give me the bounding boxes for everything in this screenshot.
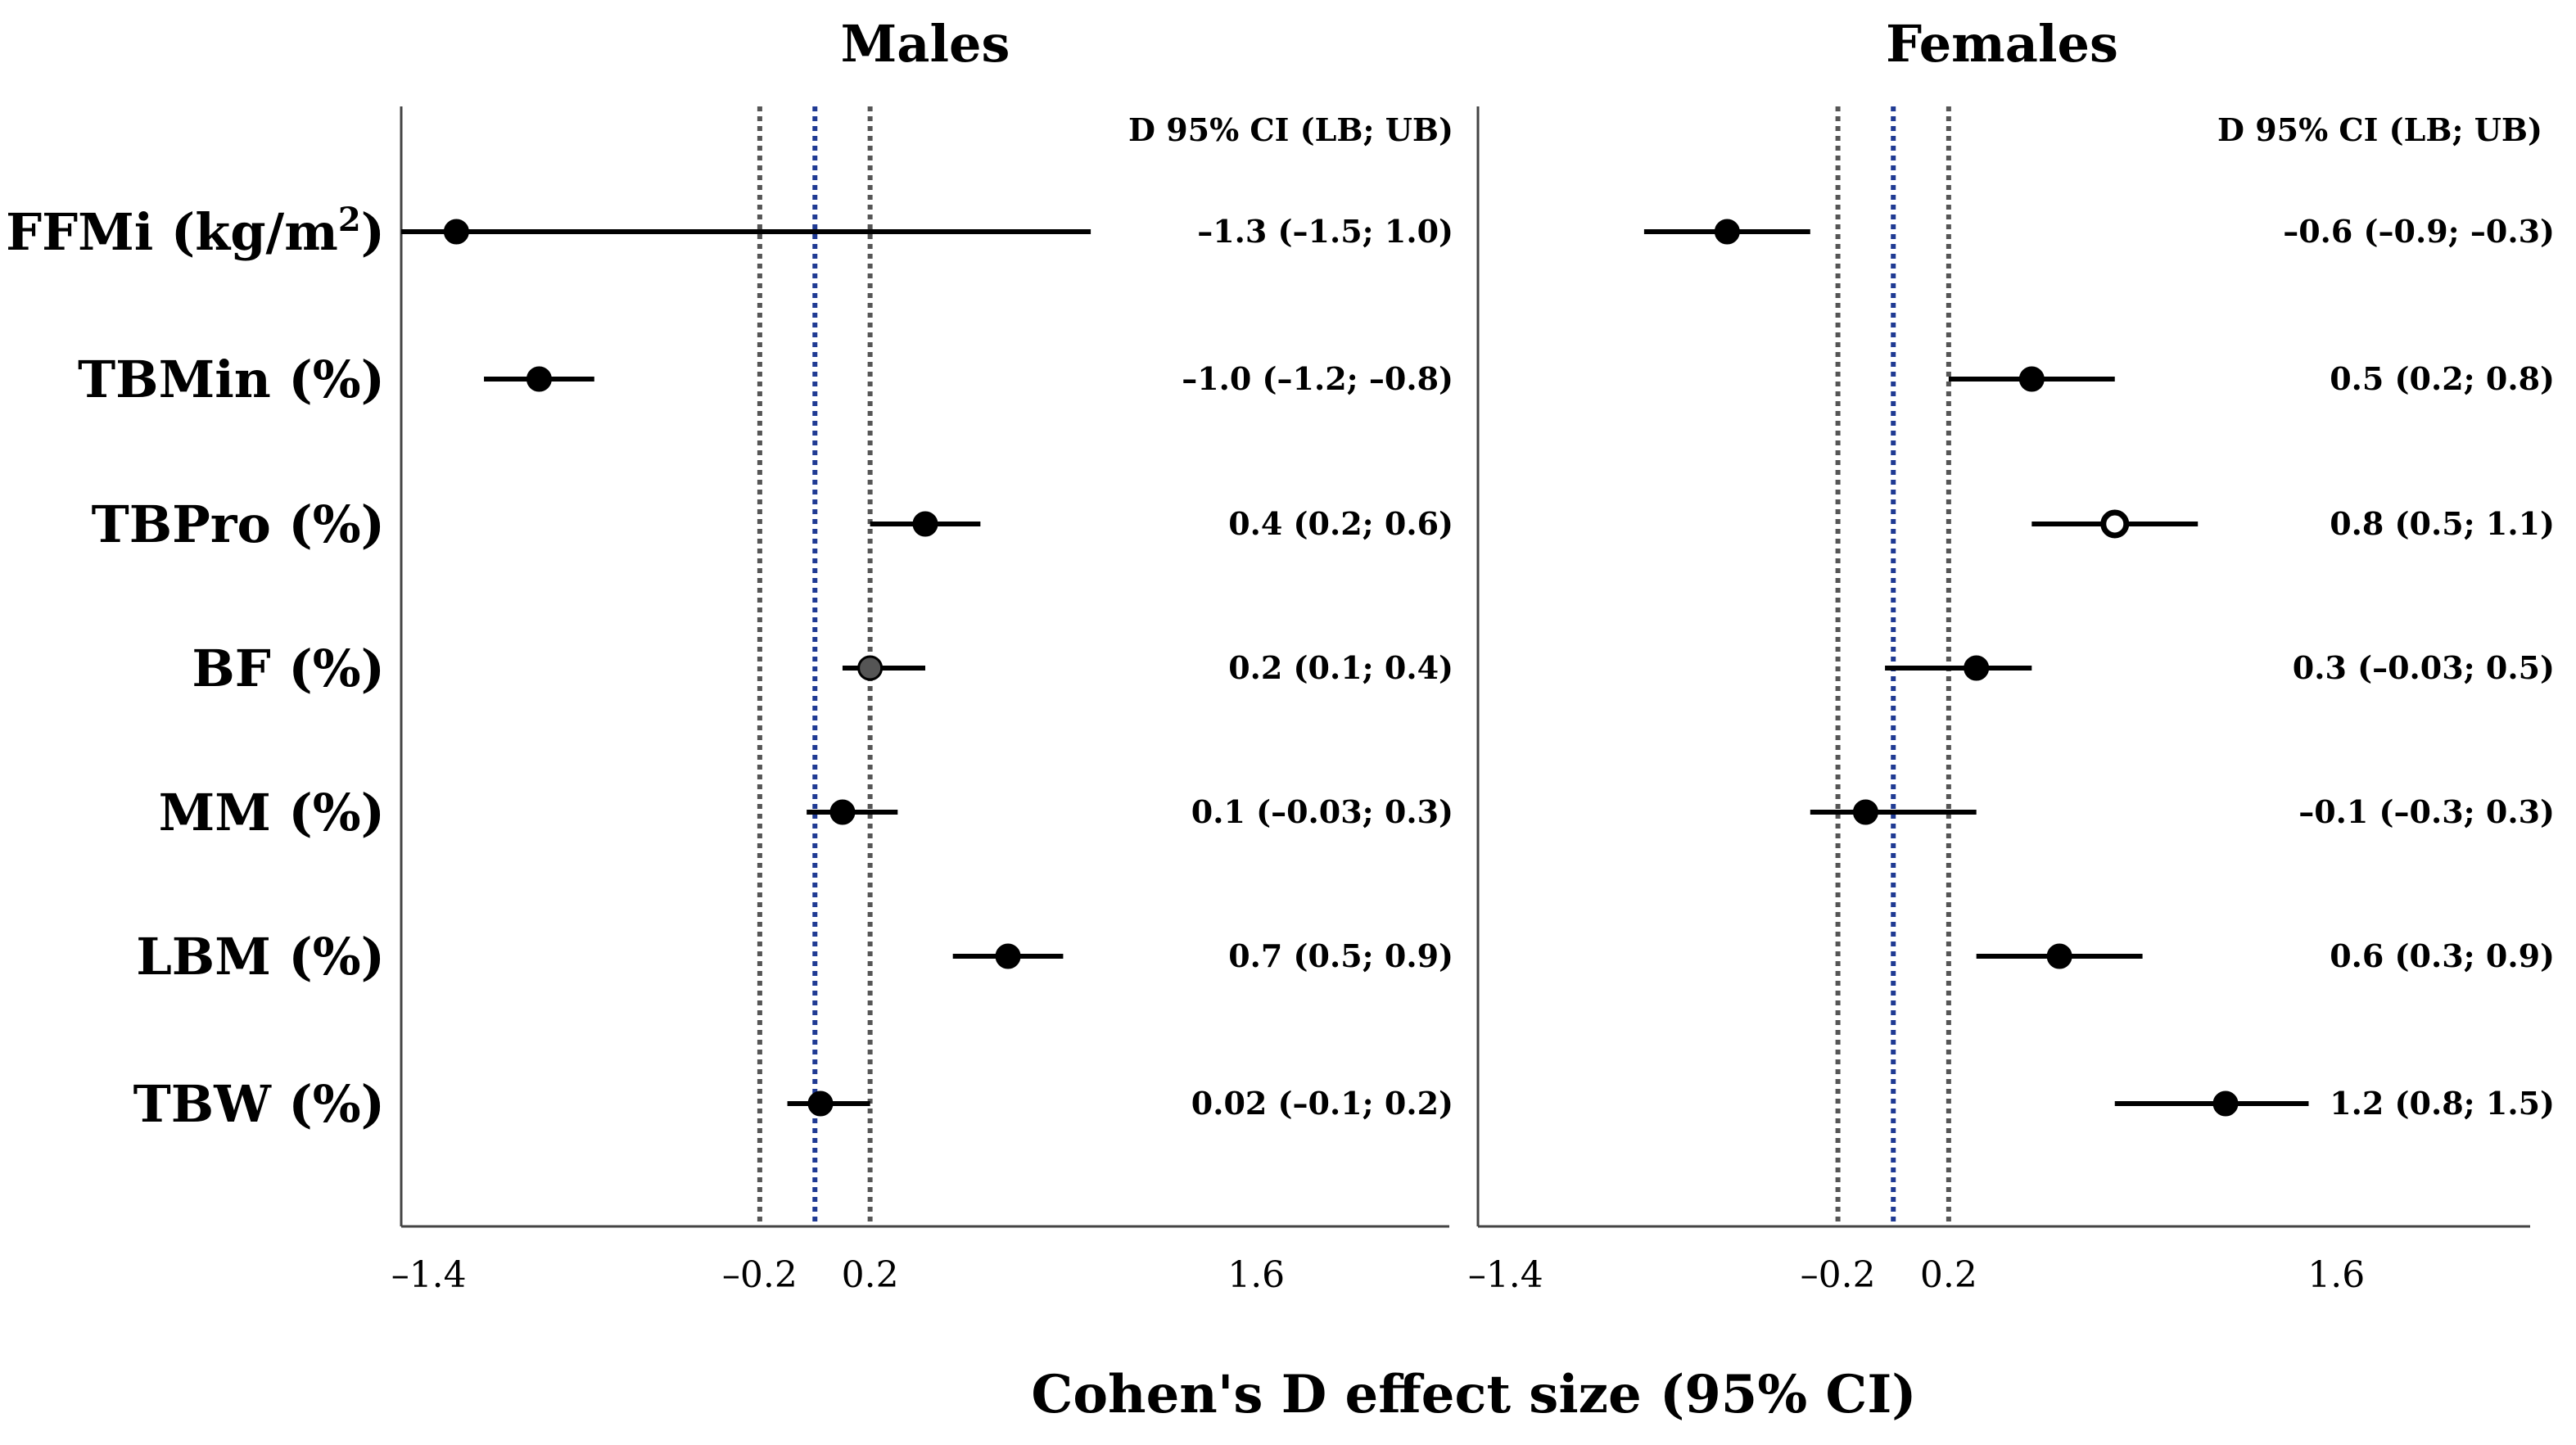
point-marker xyxy=(526,366,552,392)
point-marker xyxy=(829,799,856,825)
panel-females: Females –1.4 –0.2 0.2 1.6 D 95% CI (LB; UB) –0… xyxy=(1468,14,2555,1296)
point-marker xyxy=(807,1091,834,1117)
ci-header: D 95% CI (LB; UB) xyxy=(1128,111,1453,148)
x-tick-label: –1.4 xyxy=(1468,1254,1543,1296)
ci-value-text: 0.2 (0.1; 0.4) xyxy=(1228,649,1453,686)
row-label: LBM (%) xyxy=(136,927,385,987)
x-tick-label: 0.2 xyxy=(1920,1254,1977,1296)
panel-title: Females xyxy=(1886,14,2118,74)
x-tick-label: –0.2 xyxy=(722,1254,798,1296)
x-tick-label: –1.4 xyxy=(391,1254,467,1296)
point-marker xyxy=(2018,366,2045,392)
ci-value-text: 0.6 (0.3; 0.9) xyxy=(2330,937,2555,974)
row-label: TBPro (%) xyxy=(92,494,385,554)
x-tick-label: 1.6 xyxy=(1227,1254,1285,1296)
point-marker xyxy=(912,511,938,537)
point-marker xyxy=(2212,1091,2239,1117)
ci-value-text: 0.02 (–0.1; 0.2) xyxy=(1191,1085,1453,1122)
ci-value-text: –1.0 (–1.2; –0.8) xyxy=(1182,360,1453,397)
x-tick-label: 1.6 xyxy=(2307,1254,2365,1296)
row-label: FFMi (kg/m2) xyxy=(6,201,385,263)
point-marker xyxy=(1964,655,1990,681)
row-label: BF (%) xyxy=(192,639,385,698)
x-tick-label: –0.2 xyxy=(1801,1254,1876,1296)
ci-value-text: 0.3 (–0.03; 0.5) xyxy=(2293,649,2555,686)
row-label: MM (%) xyxy=(159,783,385,842)
x-axis-title: Cohen's D effect size (95% CI) xyxy=(1031,1364,1916,1425)
row-labels: FFMi (kg/m2) TBMin (%) TBPro (%) BF (%) MM (… xyxy=(6,201,385,1135)
point-marker xyxy=(995,943,1021,969)
point-marker xyxy=(443,219,469,245)
row-label-suffix: ) xyxy=(361,202,385,262)
panel-title: Males xyxy=(841,14,1010,74)
row-label: TBMin (%) xyxy=(78,350,385,409)
point-marker xyxy=(857,655,884,681)
ci-value-text: –0.6 (–0.9; –0.3) xyxy=(2283,213,2555,250)
ci-value-text: –1.3 (–1.5; 1.0) xyxy=(1197,213,1453,250)
ci-header: D 95% CI (LB; UB) xyxy=(2217,111,2542,148)
point-marker xyxy=(1714,219,1740,245)
row-label-text: FFMi (kg/m xyxy=(6,202,338,262)
ci-value-text: 0.1 (–0.03; 0.3) xyxy=(1191,793,1453,830)
point-marker xyxy=(2100,509,2130,539)
ci-value-text: –0.1 (–0.3; 0.3) xyxy=(2298,793,2555,830)
row-label: TBW (%) xyxy=(133,1074,385,1134)
ci-value-text: 0.7 (0.5; 0.9) xyxy=(1228,937,1453,974)
ci-value-text: 1.2 (0.8; 1.5) xyxy=(2330,1085,2555,1122)
ci-value-text: 0.5 (0.2; 0.8) xyxy=(2330,360,2555,397)
panel-males: Males –1.4 –0.2 0.2 1.6 D 95% CI (LB; UB) –1.3… xyxy=(391,14,1453,1296)
ci-value-text: 0.4 (0.2; 0.6) xyxy=(1228,505,1453,542)
ci-value-text: 0.8 (0.5; 1.1) xyxy=(2330,505,2555,542)
x-tick-label: 0.2 xyxy=(842,1254,899,1296)
row-label-superscript: 2 xyxy=(338,201,361,239)
point-marker xyxy=(2046,943,2072,969)
point-marker xyxy=(1852,799,1878,825)
